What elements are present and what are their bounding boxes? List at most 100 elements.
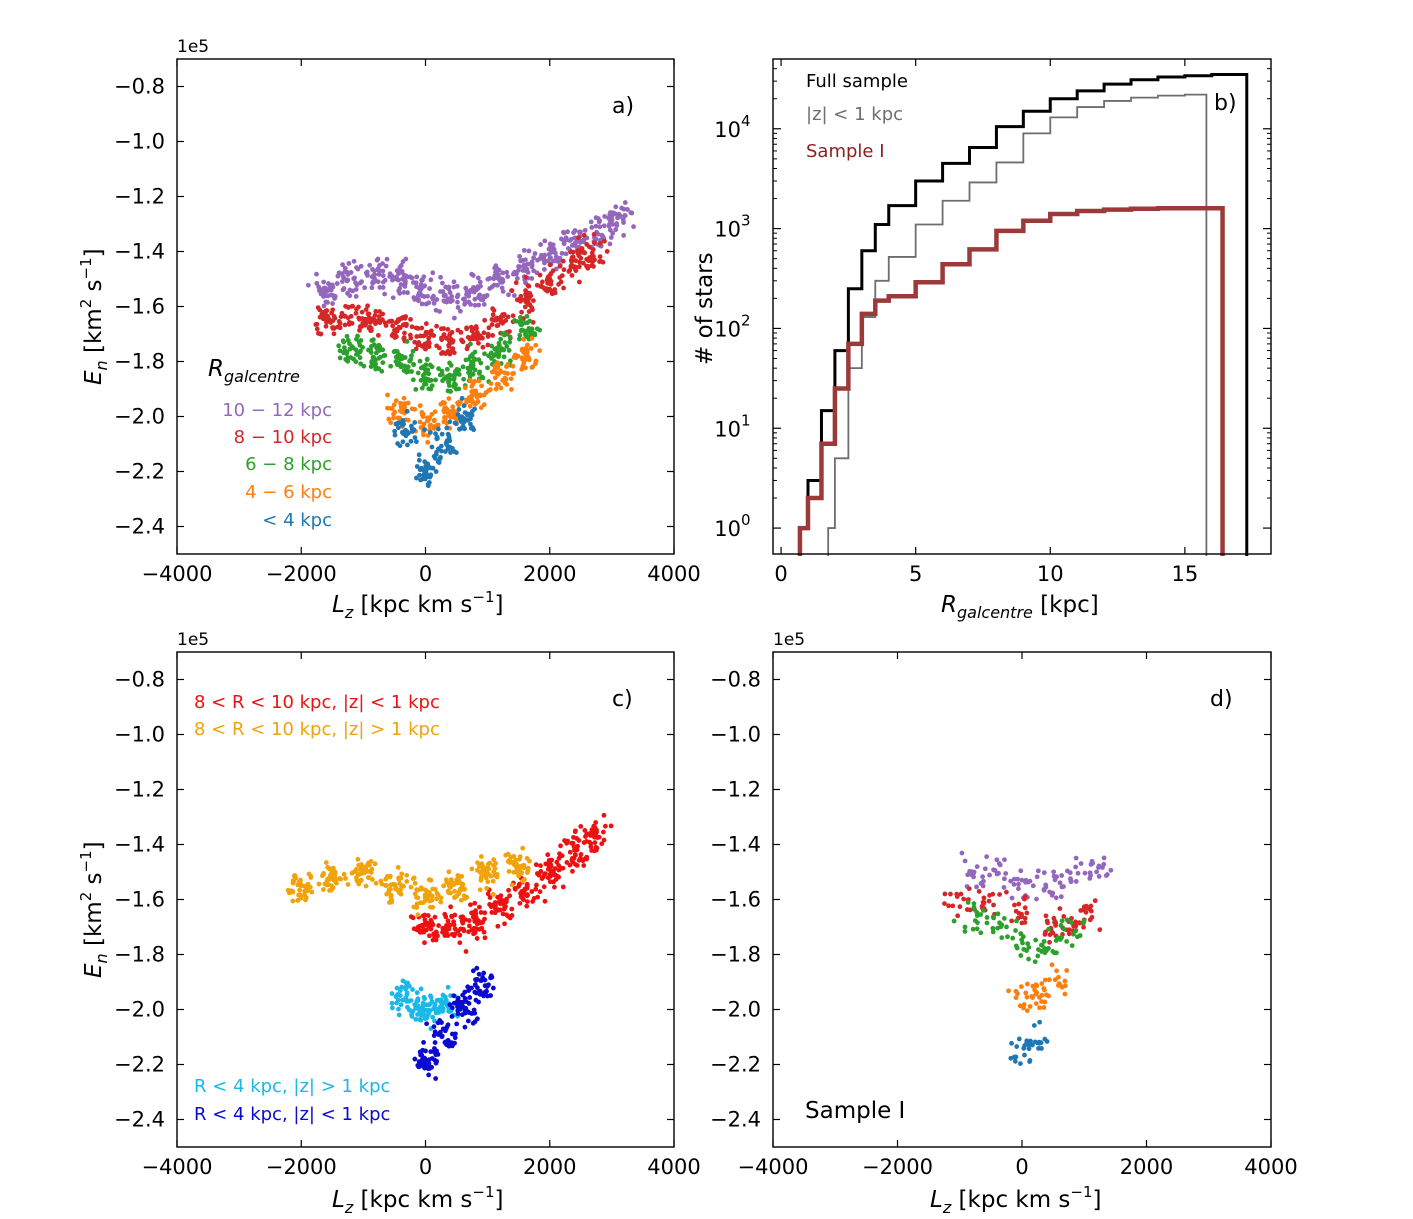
data-point — [413, 1006, 418, 1011]
data-point — [576, 857, 582, 863]
data-point — [425, 481, 431, 487]
data-point — [552, 290, 558, 296]
data-point — [476, 357, 482, 363]
data-point — [512, 861, 518, 867]
data-point — [400, 259, 406, 264]
data-point — [353, 287, 359, 292]
data-point — [997, 892, 1002, 897]
data-point — [438, 289, 443, 294]
x-tick-label: −4000 — [141, 1155, 212, 1179]
data-point — [984, 854, 990, 860]
data-point — [313, 322, 319, 327]
data-point — [444, 438, 450, 444]
data-point — [394, 349, 400, 354]
data-point — [448, 450, 453, 455]
data-point — [427, 1008, 433, 1014]
data-point — [376, 366, 382, 372]
data-point — [412, 406, 418, 412]
data-point — [446, 396, 452, 401]
data-point — [538, 242, 544, 247]
data-point — [433, 469, 439, 474]
data-point — [332, 874, 337, 880]
x-tick-label: −2000 — [266, 562, 337, 586]
data-point — [1058, 894, 1064, 900]
data-point — [462, 989, 468, 995]
panel-b-ylabel: # of stars — [692, 252, 718, 365]
data-point — [302, 888, 308, 894]
data-point — [382, 291, 388, 297]
data-point — [351, 258, 357, 264]
y-tick-label: −1.0 — [710, 723, 761, 747]
data-point — [1032, 1039, 1038, 1045]
data-point — [404, 339, 410, 344]
x-tick-label: −4000 — [737, 1155, 808, 1179]
data-point — [481, 302, 487, 307]
data-point — [390, 277, 395, 283]
data-point — [469, 271, 475, 277]
data-point — [561, 267, 567, 273]
data-point — [337, 355, 343, 361]
data-point — [1003, 871, 1009, 876]
data-point — [996, 861, 1002, 866]
data-point — [469, 393, 474, 399]
data-point — [1033, 1001, 1039, 1006]
data-point — [427, 286, 433, 291]
data-point — [409, 429, 415, 434]
data-point — [412, 1002, 418, 1008]
data-point — [408, 335, 414, 341]
data-point — [374, 345, 380, 351]
data-point — [452, 1035, 458, 1041]
data-point — [326, 316, 332, 322]
data-point — [315, 305, 321, 311]
data-point — [1049, 892, 1055, 898]
data-point — [429, 897, 435, 903]
data-point — [499, 346, 505, 352]
data-point — [472, 296, 478, 302]
y-tick-label: −2.0 — [114, 405, 165, 429]
data-point — [521, 336, 527, 342]
data-point — [593, 820, 599, 825]
y-tick-label: −1.2 — [710, 778, 761, 802]
data-point — [375, 332, 381, 338]
data-point — [502, 380, 508, 386]
data-point — [607, 218, 613, 223]
data-point — [419, 385, 425, 391]
data-point — [1046, 926, 1052, 932]
data-point — [422, 283, 428, 289]
data-point — [485, 365, 490, 371]
data-point — [488, 993, 494, 998]
data-point — [418, 425, 424, 430]
data-point — [345, 315, 351, 321]
data-point — [958, 891, 964, 897]
data-point — [455, 1008, 461, 1013]
data-point — [429, 1056, 435, 1061]
data-point — [314, 326, 320, 332]
data-point — [569, 272, 575, 278]
data-point — [1025, 879, 1031, 885]
data-point — [1029, 994, 1035, 999]
data-point — [1036, 1045, 1041, 1051]
data-point — [356, 315, 362, 321]
data-point — [600, 829, 606, 835]
data-point — [463, 949, 469, 954]
data-point — [437, 309, 442, 314]
data-point — [532, 251, 538, 256]
data-point — [433, 377, 439, 383]
data-point — [321, 303, 327, 309]
data-point — [613, 227, 619, 233]
data-point — [455, 327, 461, 333]
data-point — [434, 297, 440, 302]
data-point — [398, 269, 404, 274]
data-point — [589, 848, 595, 853]
data-point — [446, 412, 451, 418]
data-point — [474, 919, 480, 925]
data-point — [363, 307, 369, 312]
data-point — [325, 864, 331, 870]
data-point — [393, 354, 399, 360]
data-point — [468, 324, 474, 330]
data-point — [485, 342, 491, 348]
data-point — [398, 262, 404, 268]
data-point — [317, 314, 323, 320]
data-point — [1033, 982, 1039, 988]
data-point — [303, 884, 308, 890]
